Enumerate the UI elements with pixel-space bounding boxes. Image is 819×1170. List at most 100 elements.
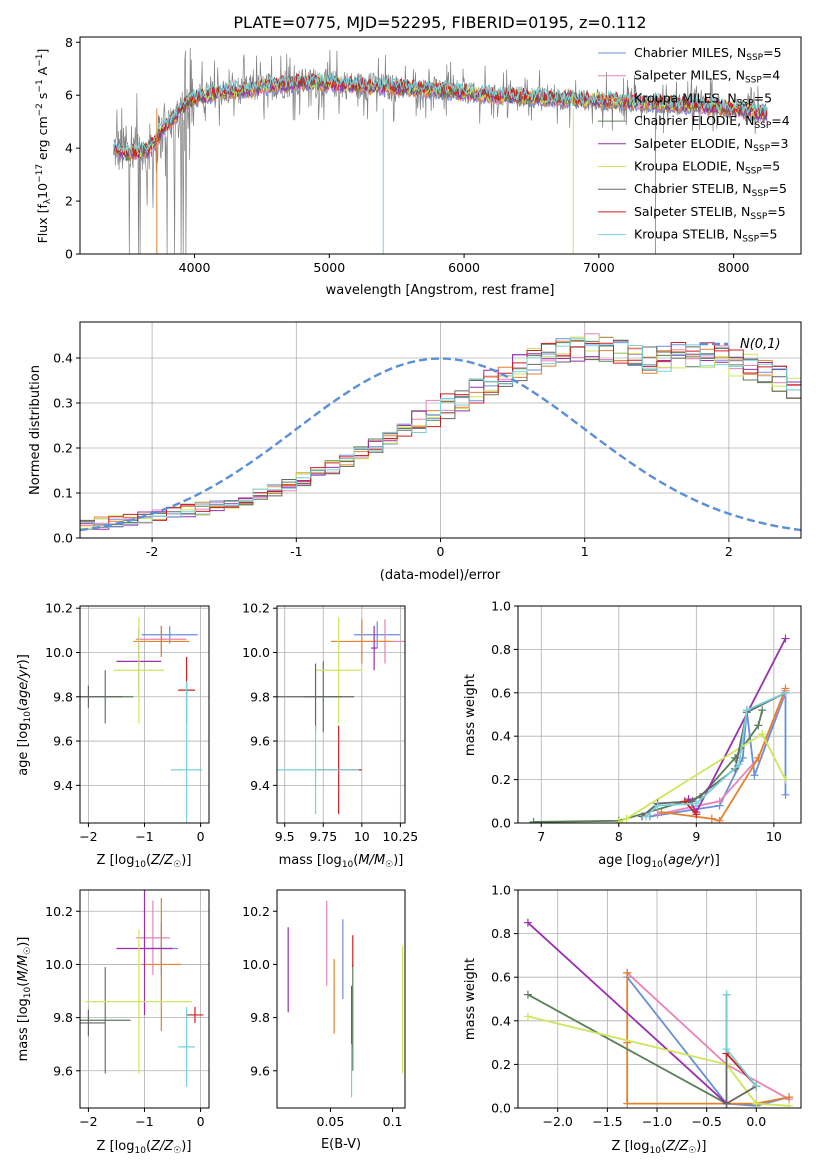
weights-vs-age-marker	[754, 721, 763, 730]
age-vs-mass-ytick-label: 9.8	[250, 689, 270, 704]
residual-histogram-line	[80, 337, 801, 530]
weights-vs-age-marker	[657, 808, 666, 817]
spectrum-ylabel: Flux [fλ10−17 erg cm−2 s−1 A−1]	[35, 49, 53, 244]
weights-vs-age-marker	[707, 814, 716, 823]
weights-vs-age-marker	[750, 771, 759, 780]
weights-vs-age-marker	[529, 817, 538, 823]
mass-vs-Z-plot-area	[80, 890, 204, 1087]
spectrum-xtick-label: 7000	[583, 260, 615, 275]
mass-vs-Z-xlabel: Z [log10(Z/Z☉)]	[97, 1139, 192, 1156]
residuals-ytick-label: 0.1	[53, 486, 73, 501]
weights-vs-age-marker	[622, 814, 631, 823]
residual-histogram-line	[80, 333, 801, 525]
spectrum-xtick-label: 6000	[448, 260, 480, 275]
weights-vs-age-series-line	[533, 709, 764, 823]
age-vs-mass-xlabel: mass [log10(M/M☉)]	[279, 853, 404, 870]
weights-vs-Z-series-line	[725, 994, 757, 1106]
weights-vs-Z-marker	[785, 1101, 794, 1108]
weights-vs-Z-ytick-label: 0.4	[491, 1013, 511, 1028]
age-vs-Z-ytick-label: 10.0	[45, 645, 73, 660]
legend-entry: Kroupa ELODIE, NSSP=5	[634, 159, 780, 177]
mass-vs-ebv-xtick-label: 0.05	[317, 1114, 345, 1129]
age-vs-mass-panel: 9.5 9.75 10 10.25 9.4 9.6 9.8 10.0 10.2 mass [log…	[242, 601, 418, 870]
weights-vs-age-marker	[734, 760, 743, 769]
mass-vs-Z-xtick-label: 0	[197, 1114, 205, 1129]
weights-vs-age-marker	[715, 797, 724, 806]
age-vs-Z-plot-area	[80, 617, 203, 823]
residuals-xtick-label: -1	[290, 544, 302, 559]
weights-vs-Z-panel: −2.0 −1.5 −1.0 −0.5 0.0 0.0 0.2 0.4 0.6 0.8 1.0 Z […	[463, 883, 802, 1156]
weights-vs-age-marker	[692, 810, 701, 819]
age-vs-mass-plot-area	[277, 617, 405, 815]
residuals-xtick-label: 1	[581, 544, 589, 559]
legend-entry: Kroupa STELIB, NSSP=5	[634, 227, 778, 245]
weights-vs-Z-xtick-label: −1.0	[642, 1114, 672, 1129]
weights-vs-age-marker	[758, 730, 767, 739]
age-vs-Z-xtick-label: −2	[79, 829, 97, 844]
weights-vs-Z-marker	[623, 968, 632, 977]
age-vs-mass-ytick-label: 9.4	[250, 778, 270, 793]
age-vs-mass-ytick-label: 10.2	[242, 601, 270, 616]
age-vs-mass-xtick-label: 10	[354, 829, 370, 844]
weights-vs-age-panel: 7 8 9 10 0.0 0.2 0.4 0.6 0.8 1.0 age [log10(age/yr…	[463, 599, 802, 870]
residual-histogram-line	[80, 337, 801, 528]
mass-vs-Z-ytick-label: 10.0	[45, 957, 73, 972]
legend-entry: Salpeter STELIB, NSSP=5	[634, 204, 786, 222]
weights-vs-age-marker	[754, 753, 763, 762]
residual-histogram-line	[80, 342, 801, 526]
weights-vs-age-ylabel: mass weight	[463, 674, 478, 756]
weights-vs-age-series-line	[641, 691, 786, 818]
weights-vs-Z-marker	[523, 1012, 532, 1021]
mass-vs-ebv-ytick-label: 9.6	[250, 1063, 270, 1078]
weights-vs-age-xtick-label: 8	[615, 829, 623, 844]
weights-vs-age-series-line	[657, 690, 787, 816]
age-vs-Z-panel: −2 −1 0 9.4 9.6 9.8 10.0 10.2 Z [log10(Z/Z☉)] age…	[16, 601, 210, 870]
residuals-xtick-label: -2	[146, 544, 158, 559]
spectrum-frame	[79, 36, 802, 255]
weights-vs-age-marker	[758, 706, 767, 715]
figure-title: PLATE=0775, MJD=52295, FIBERID=0195, z=0…	[233, 13, 646, 32]
weights-vs-age-marker	[781, 688, 790, 697]
spectrum-ytick-label: 0	[65, 247, 73, 262]
mass-vs-Z-xtick-label: −1	[135, 1114, 153, 1129]
weights-vs-age-marker	[781, 790, 790, 799]
weights-vs-Z-xtick-label: 0.0	[746, 1114, 766, 1129]
weights-vs-age-ytick-label: 0.8	[491, 642, 511, 657]
age-vs-Z-ytick-label: 10.2	[45, 601, 73, 616]
weights-vs-age-series-line	[649, 692, 787, 818]
spectrum-model-line	[113, 74, 768, 158]
mass-vs-ebv-ytick-label: 10.2	[242, 904, 270, 919]
mass-vs-Z-ytick-label: 10.2	[45, 904, 73, 919]
weights-vs-Z-series-line	[626, 972, 790, 1105]
weights-vs-age-series-line	[645, 691, 786, 818]
mass-vs-Z-xtick-label: −2	[79, 1114, 97, 1129]
residuals-panel: -2 -1 0 1 2 0.0 0.1 0.2 0.3 0.4 N(0,1) (data-model)…	[28, 321, 802, 583]
residuals-plot-area	[80, 333, 801, 532]
weights-vs-Z-frame	[517, 889, 802, 1109]
residual-histogram-line	[80, 339, 801, 526]
age-vs-mass-ytick-label: 9.6	[250, 734, 270, 749]
legend-entry: Chabrier MILES, NSSP=5	[634, 45, 782, 63]
age-vs-mass-xtick-label: 9.5	[275, 829, 295, 844]
age-vs-Z-xtick-label: −1	[135, 829, 153, 844]
residuals-ytick-label: 0.4	[53, 351, 73, 366]
age-vs-Z-ytick-label: 9.8	[53, 689, 73, 704]
mass-vs-Z-ytick-label: 9.8	[53, 1010, 73, 1025]
weights-vs-Z-ytick-label: 0.2	[491, 1057, 511, 1072]
weights-vs-Z-marker	[752, 1082, 761, 1091]
spectrum-ytick-label: 4	[65, 141, 73, 156]
weights-vs-Z-ylabel: mass weight	[463, 958, 478, 1040]
weights-vs-age-marker	[692, 799, 701, 808]
age-vs-mass-xtick-label: 10.25	[382, 829, 418, 844]
spectrum-plot-area	[113, 47, 768, 254]
age-vs-mass-ytick-label: 10.0	[242, 645, 270, 660]
weights-vs-age-xtick-label: 7	[537, 829, 545, 844]
legend-entry: Salpeter MILES, NSSP=4	[634, 68, 780, 86]
weights-vs-age-frame	[517, 605, 802, 824]
gaussian-legend-label: N(0,1)	[740, 337, 781, 352]
weights-vs-Z-ytick-label: 0.0	[491, 1101, 511, 1116]
weights-vs-age-ytick-label: 0.6	[491, 685, 511, 700]
legend-entry: Kroupa MILES, NSSP=5	[634, 90, 772, 108]
mass-vs-ebv-plot-area	[287, 900, 404, 1098]
weights-vs-Z-xtick-label: −2.0	[543, 1114, 573, 1129]
